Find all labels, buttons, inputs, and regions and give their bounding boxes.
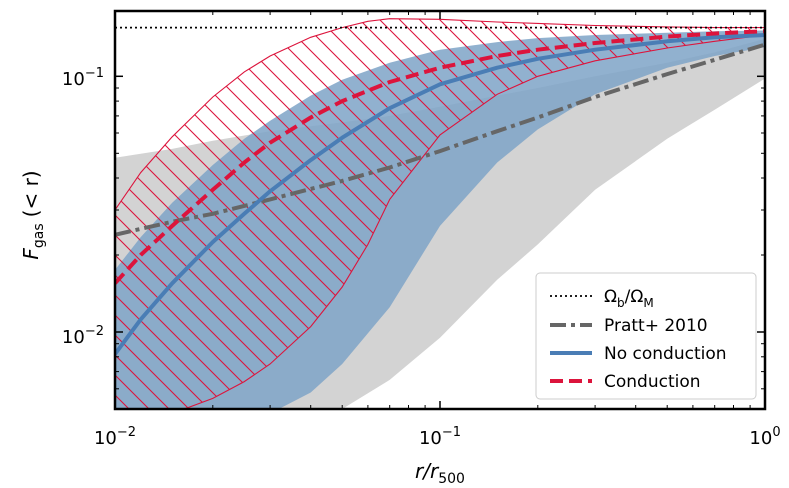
y-tick-label-2: 10−1: [62, 66, 104, 90]
x-tick-label-3: 100: [749, 425, 780, 449]
series-line-no-conduction: [115, 33, 765, 356]
y-tick-label-1: 10−2: [62, 324, 104, 348]
legend: Ωb/ΩM Pratt+ 2010 No conduction Conducti…: [535, 272, 757, 400]
x-tick-label-1: 10−2: [94, 425, 136, 449]
bands-layer: [115, 18, 765, 409]
legend-label-pratt: Pratt+ 2010: [604, 316, 708, 336]
lines-layer: [115, 26, 765, 356]
y-axis-label: Fgas(< r): [19, 170, 47, 259]
legend-box: [535, 272, 757, 400]
series-line-pratt-2010: [115, 42, 765, 237]
series-line-conduction: [115, 29, 765, 285]
x-axis-label: r/r500: [415, 459, 465, 487]
legend-label-conduction: Conduction: [604, 372, 701, 392]
x-tick-label-2: 10−1: [419, 425, 461, 449]
band-conduction-scatter: [115, 18, 765, 409]
ticks-layer: [114, 11, 766, 410]
legend-label-omega: Ωb/ΩM: [604, 287, 654, 310]
legend-label-noconduction: No conduction: [604, 344, 727, 364]
